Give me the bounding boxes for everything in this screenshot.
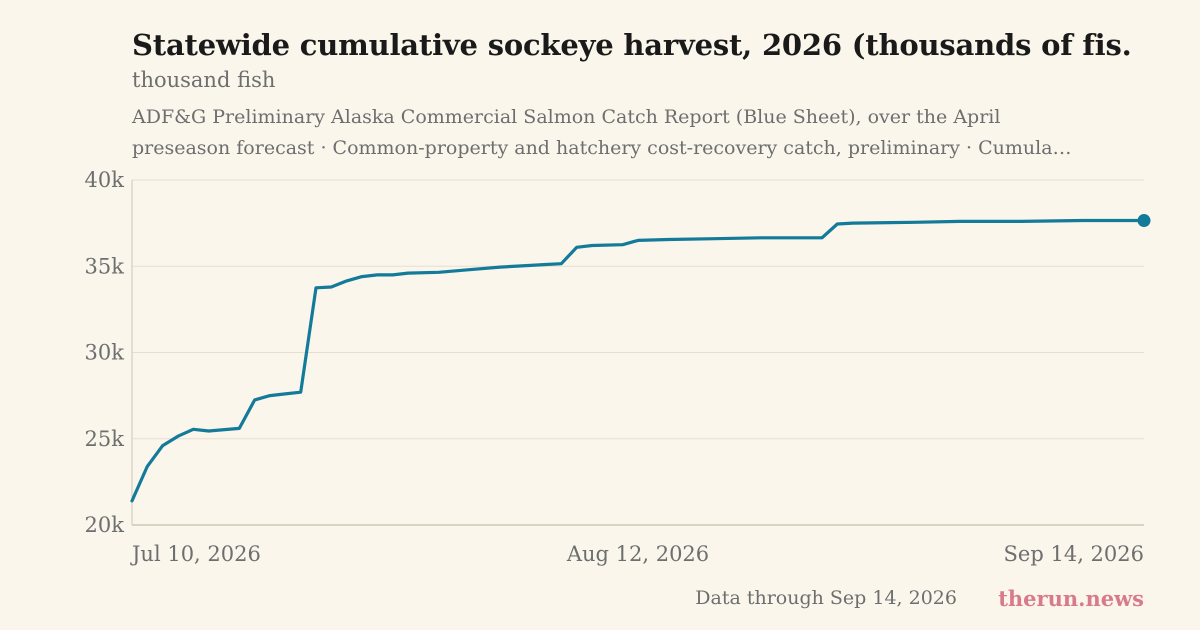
brand-logo-text[interactable]: therun.news — [998, 586, 1144, 611]
series-line-0 — [130, 218, 1146, 503]
x-tick-label: Aug 12, 2026 — [566, 542, 709, 566]
data-through-note: Data through Sep 14, 2026 — [695, 587, 957, 609]
y-tick-label: 30k — [85, 341, 125, 365]
axes — [131, 180, 1144, 526]
chart-title: Statewide cumulative sockeye harvest, 20… — [132, 28, 1132, 62]
y-tick-label: 20k — [85, 513, 125, 537]
x-tick-label: Sep 14, 2026 — [1004, 542, 1144, 566]
subtitle-line-1: ADF&G Preliminary Alaska Commercial Salm… — [132, 106, 1001, 128]
y-tick-label: 25k — [85, 427, 125, 451]
unit-label: thousand fish — [132, 68, 276, 92]
x-tick-label: Jul 10, 2026 — [130, 542, 261, 566]
y-tick-labels: 20k 25k 30k 35k 40k — [85, 168, 125, 537]
series-end-point[interactable] — [1137, 214, 1151, 228]
x-tick-labels: Jul 10, 2026 Aug 12, 2026 Sep 14, 2026 — [130, 542, 1144, 566]
subtitle-line-2: preseason forecast · Common-property and… — [132, 137, 1072, 159]
series-layer — [130, 214, 1151, 503]
chart-subtitle: ADF&G Preliminary Alaska Commercial Salm… — [132, 102, 1092, 164]
y-tick-label: 35k — [85, 254, 125, 278]
y-tick-label: 40k — [85, 168, 125, 192]
grid-lines — [132, 179, 1144, 440]
